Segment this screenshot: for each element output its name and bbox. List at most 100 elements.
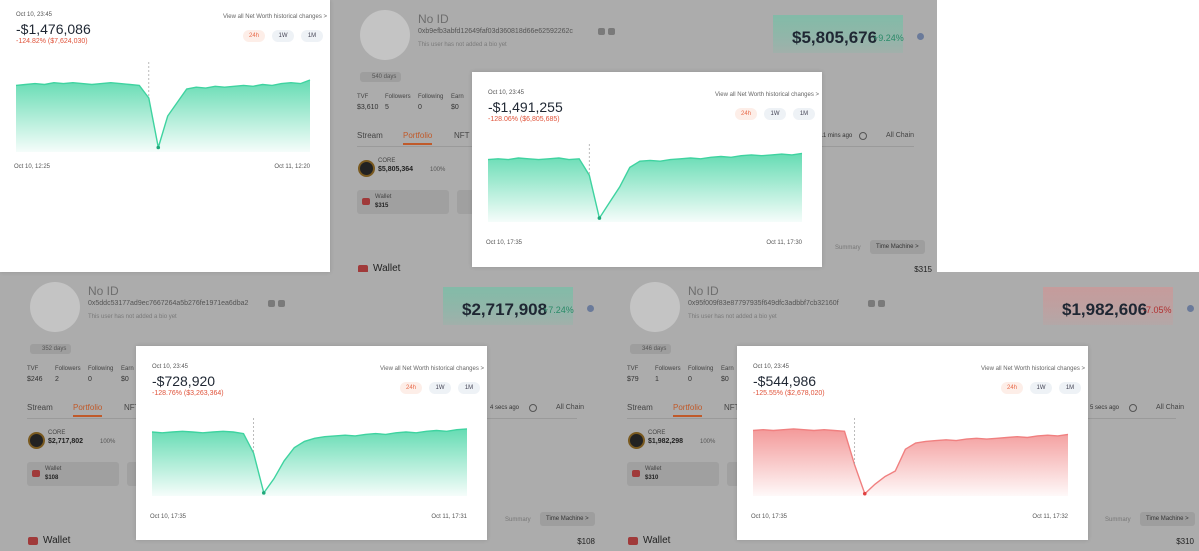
- wallet-address: 0xb9efb3abfd12649faf03d360818d66e6259226…: [418, 28, 573, 35]
- range-button[interactable]: 24h: [1001, 382, 1023, 394]
- x-end-label: Oct 11, 17:31: [431, 514, 467, 520]
- summary-tab[interactable]: Summary: [835, 245, 861, 251]
- stat-label: Followers: [655, 366, 681, 372]
- scan-icon: [608, 28, 615, 35]
- net-worth-popup: Oct 10, 23:45 -$1,476,086 -124.82% ($7,624…: [0, 0, 330, 272]
- chain-name: CORE: [378, 158, 396, 164]
- wallet-heading-icon: [358, 265, 368, 272]
- info-icon: [917, 33, 924, 40]
- popup-date: Oct 10, 23:45: [152, 364, 189, 370]
- range-button[interactable]: 1W: [429, 382, 451, 394]
- wallet-card-icon: [362, 198, 370, 205]
- wallet-card-value: $310: [645, 475, 659, 481]
- chain-name: CORE: [48, 430, 66, 436]
- tab[interactable]: Portfolio: [403, 131, 433, 145]
- area: [152, 428, 467, 496]
- net-worth-chart: [15, 62, 311, 152]
- wallet-heading: Wallet: [373, 263, 401, 272]
- chain-filter[interactable]: All Chain: [556, 404, 585, 411]
- avatar: [630, 282, 680, 332]
- range-button[interactable]: 24h: [735, 108, 757, 120]
- net-worth-sparkline-bg: [773, 15, 903, 53]
- tab[interactable]: Stream: [357, 131, 383, 140]
- range-button[interactable]: 1W: [1030, 382, 1052, 394]
- info-icon: [587, 305, 594, 312]
- stat-value: $0: [121, 376, 129, 383]
- range-button[interactable]: 1M: [458, 382, 480, 394]
- popup-date: Oct 10, 23:45: [16, 12, 53, 18]
- stat-value: $0: [721, 376, 729, 383]
- age-badge: 346 days: [630, 344, 672, 354]
- tab[interactable]: Portfolio: [73, 403, 103, 417]
- time-machine-button[interactable]: Time Machine >: [870, 240, 925, 254]
- chain-filter[interactable]: All Chain: [1156, 404, 1185, 411]
- range-button[interactable]: 1M: [793, 108, 815, 120]
- tab[interactable]: NFT: [454, 131, 470, 140]
- profile-bio: This user has not added a bio yet: [418, 42, 507, 48]
- stat-value: $246: [27, 376, 43, 383]
- stat-label: Following: [688, 366, 714, 372]
- stat-value: 2: [55, 376, 59, 383]
- chain-icon: [358, 160, 375, 177]
- profile-name: No ID: [688, 284, 719, 298]
- net-worth-value: $5,805,676: [792, 28, 878, 47]
- chain-value: $2,717,802: [48, 438, 84, 445]
- line: [752, 428, 1069, 495]
- time-machine-button[interactable]: Time Machine >: [1140, 512, 1195, 526]
- history-link[interactable]: View all Net Worth historical changes >: [223, 14, 327, 20]
- history-link[interactable]: View all Net Worth historical changes >: [981, 366, 1085, 372]
- range-button[interactable]: 1W: [272, 30, 294, 42]
- profile-bio: This user has not added a bio yet: [88, 314, 177, 320]
- net-worth-box: $2,717,908 +7.24%: [443, 287, 574, 325]
- chain-filter[interactable]: All Chain: [886, 132, 915, 139]
- scan-icon: [878, 300, 885, 307]
- wallet-card: Wallet $315: [357, 190, 449, 214]
- range-button[interactable]: 1M: [301, 30, 323, 42]
- popup-net-worth: -$544,986: [753, 373, 817, 389]
- range-button[interactable]: 1W: [764, 108, 786, 120]
- stat-value: 0: [688, 376, 692, 383]
- stat-value: $0: [451, 104, 459, 111]
- net-worth-box: $5,805,676 +9.24%: [773, 15, 904, 53]
- range-button[interactable]: 24h: [243, 30, 265, 42]
- history-link[interactable]: View all Net Worth historical changes >: [380, 366, 484, 372]
- area: [16, 80, 310, 152]
- range-button[interactable]: 24h: [400, 382, 422, 394]
- net-worth-popup: Oct 10, 23:45 -$728,920 -128.76% ($3,263,3…: [136, 346, 487, 540]
- history-link[interactable]: View all Net Worth historical changes >: [715, 92, 819, 98]
- line: [151, 428, 468, 495]
- refresh-icon: [859, 132, 867, 140]
- summary-tab[interactable]: Summary: [1105, 517, 1131, 523]
- tab[interactable]: Stream: [27, 403, 53, 412]
- wallet-heading-icon: [28, 537, 38, 545]
- profile-name: No ID: [418, 12, 449, 26]
- popup-change: -128.76% ($3,263,364): [152, 390, 224, 397]
- wallet-address: 0x95f009f83e87797935f649dfc3adbbf7cb3216…: [688, 300, 839, 307]
- net-worth-chart: [487, 144, 803, 222]
- min-dot: [862, 491, 867, 496]
- summary-tab[interactable]: Summary: [505, 517, 531, 523]
- popup-net-worth: -$728,920: [152, 373, 216, 389]
- copy-icon: [598, 28, 605, 35]
- wallet-address: 0x5ddc53177ad9ec7667264a5b276fe1971ea6db…: [88, 300, 249, 307]
- range-button[interactable]: 1M: [1059, 382, 1081, 394]
- min-dot: [597, 216, 602, 220]
- stat-label: Followers: [385, 94, 411, 100]
- tab[interactable]: NFT: [724, 403, 740, 412]
- tab[interactable]: NFT: [124, 403, 140, 412]
- chain-percent: 100%: [430, 167, 446, 173]
- tab[interactable]: Portfolio: [673, 403, 703, 417]
- net-worth-box: $1,982,606 -7.05%: [1043, 287, 1173, 325]
- chain-value: $5,805,364: [378, 166, 414, 173]
- time-machine-button[interactable]: Time Machine >: [540, 512, 595, 526]
- avatar: [30, 282, 80, 332]
- wallet-card-value: $108: [45, 475, 59, 481]
- stat-label: TVF: [27, 366, 39, 372]
- wallet-heading: Wallet: [643, 535, 671, 546]
- stat-label: Earn: [121, 366, 134, 372]
- popup-date: Oct 10, 23:45: [753, 364, 790, 370]
- age-badge: 540 days: [360, 72, 402, 82]
- tab[interactable]: Stream: [627, 403, 653, 412]
- area: [488, 153, 802, 222]
- wallet-card: Wallet $310: [627, 462, 719, 486]
